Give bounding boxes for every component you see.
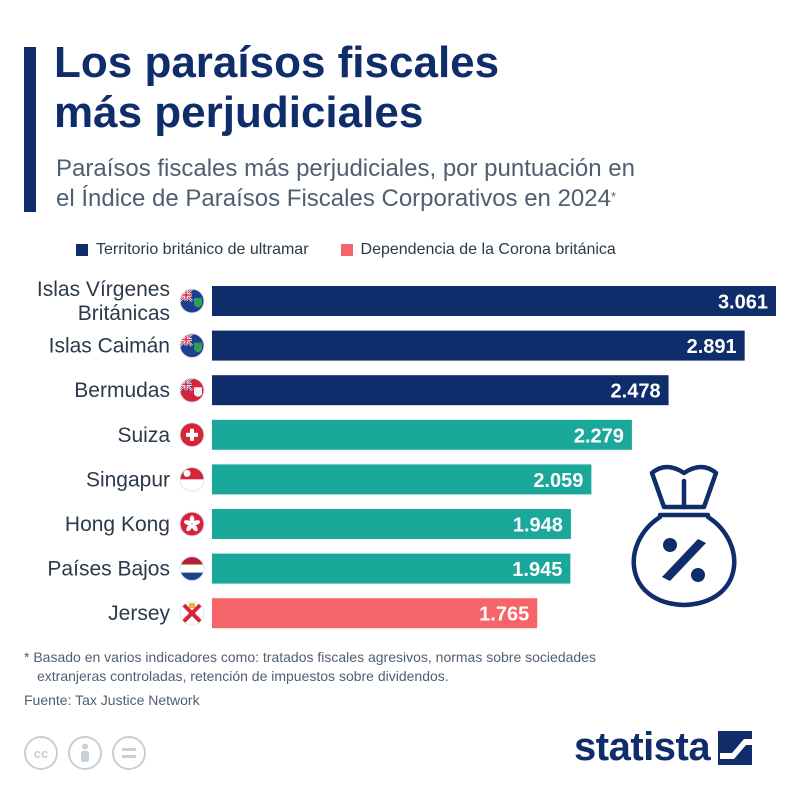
category-label: Singapur xyxy=(86,468,170,491)
subtitle-line-1: Paraísos fiscales más perjudiciales, por… xyxy=(56,155,635,182)
category-label: Hong Kong xyxy=(65,513,170,536)
legend-swatch-overseas xyxy=(76,244,88,256)
statista-logo-icon xyxy=(718,730,753,765)
bar-value-label: 1.765 xyxy=(479,604,529,626)
category-label: Islas Caimán xyxy=(49,335,170,358)
no-derivatives-icon[interactable] xyxy=(112,736,146,770)
bar-value-label: 2.279 xyxy=(574,425,624,447)
chart-subtitle: Paraísos fiscales más perjudiciales, por… xyxy=(56,154,776,214)
legend-label-overseas: Territorio británico de ultramar xyxy=(96,241,309,258)
license-icons: cc xyxy=(24,736,146,770)
bar-value-label: 1.948 xyxy=(513,515,563,537)
category-label: Países Bajos xyxy=(47,558,170,581)
bar-value-label: 2.059 xyxy=(533,470,583,492)
category-label: Británicas xyxy=(78,302,170,325)
title-line-1: Los paraísos fiscales xyxy=(54,38,500,87)
footnote: * Basado en varios indicadores como: tra… xyxy=(24,648,764,686)
legend-item-overseas: Territorio británico de ultramar xyxy=(76,241,309,259)
title-line-2: más perjudiciales xyxy=(54,88,424,137)
footnote-line-2: extranjeras controladas, retención de im… xyxy=(37,668,449,684)
jersey-flag-icon xyxy=(179,600,205,626)
bvi-flag-icon xyxy=(179,288,205,314)
bermuda-flag-icon xyxy=(179,377,205,403)
bar-value-label: 3.061 xyxy=(718,292,768,314)
bar xyxy=(212,375,669,406)
subtitle-footnote-mark: * xyxy=(610,189,617,204)
legend-item-crown: Dependencia de la Corona británica xyxy=(340,241,616,259)
bar xyxy=(212,464,592,495)
category-label: Islas Vírgenes xyxy=(37,280,170,301)
bar-value-label: 2.478 xyxy=(611,381,661,403)
subtitle-line-2: el Índice de Paraísos Fiscales Corporati… xyxy=(56,185,611,212)
netherlands-flag-icon xyxy=(179,556,205,582)
source-note: Fuente: Tax Justice Network xyxy=(24,692,200,708)
cayman-flag-icon xyxy=(179,333,205,359)
statista-logo[interactable]: statista xyxy=(574,725,753,770)
bar xyxy=(212,598,538,629)
creative-commons-icon[interactable]: cc xyxy=(24,736,58,770)
bar-value-label: 1.945 xyxy=(512,559,562,581)
bar-value-label: 2.891 xyxy=(687,336,737,358)
category-label: Bermudas xyxy=(74,379,170,402)
category-label: Jersey xyxy=(108,602,170,625)
legend-label-crown: Dependencia de la Corona británica xyxy=(360,241,616,258)
footnote-line-1: * Basado en varios indicadores como: tra… xyxy=(24,649,596,665)
bar xyxy=(212,286,776,316)
attribution-icon[interactable] xyxy=(68,736,102,770)
hong-kong-flag-icon xyxy=(179,511,205,537)
bar xyxy=(212,509,571,539)
bar xyxy=(212,330,745,361)
money-bag-icon xyxy=(631,464,737,608)
category-label: Suiza xyxy=(117,424,170,447)
chart-title: Los paraísos fiscales más perjudiciales xyxy=(54,38,774,138)
switzerland-flag-icon xyxy=(179,422,205,448)
brand-wordmark: statista xyxy=(574,725,711,769)
title-accent-bar xyxy=(24,47,36,212)
chart-legend: Territorio británico de ultramar Depende… xyxy=(76,239,616,261)
bar xyxy=(212,419,632,450)
singapore-flag-icon xyxy=(179,466,205,492)
bar xyxy=(212,553,571,584)
legend-swatch-crown xyxy=(340,244,353,256)
